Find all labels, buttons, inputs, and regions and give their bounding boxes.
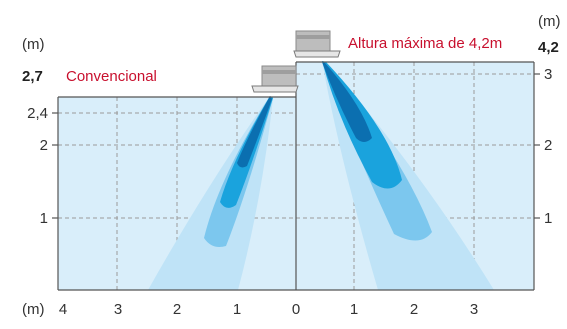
x-tick-left-3: 3 [114,301,122,318]
right-unit-band [296,35,330,39]
left-unit-band [262,70,296,74]
right-unit-label: (m) [538,13,561,30]
left-y-tick-label-2: 2 [40,137,48,154]
x-tick-right-2: 2 [410,301,418,318]
right-panel-label: Altura máxima de 4,2m [348,35,502,52]
left-plume-core [237,96,272,168]
left-unit-panel [251,85,299,93]
left-plume-outer [148,96,273,290]
x-tick-left-1: 1 [233,301,241,318]
right-plume-core [322,62,372,142]
left-unit-body [261,65,297,87]
ceiling-cassette-icon [293,30,341,58]
x-tick-left-4: 4 [59,301,67,318]
axis-ticks [52,73,540,219]
left-y-tick-label-1: 1 [40,210,48,227]
x-axis-unit-label: (m) [22,301,45,318]
right-ceiling-height: 4,2 [538,39,559,56]
ceiling-cassette-icon [251,65,299,93]
right-y-tick-label-2: 2 [544,137,552,154]
left-ceiling-height: 2,7 [22,68,43,85]
left-panel-label: Convencional [66,68,157,85]
x-tick-right-1: 1 [350,301,358,318]
x-tick-left-2: 2 [173,301,181,318]
right-unit-panel [293,50,341,58]
left-airflow-plume [148,96,273,290]
x-tick-zero: 0 [292,301,300,318]
panel-borders [57,61,535,291]
right-unit-body [295,30,331,52]
right-y-tick-label-3: 3 [544,66,552,83]
left-y-tick-label-2-4: 2,4 [27,105,48,122]
left-unit-label: (m) [22,36,45,53]
right-y-tick-label-1: 1 [544,210,552,227]
x-tick-right-3: 3 [470,301,478,318]
right-airflow-plume [322,61,494,290]
